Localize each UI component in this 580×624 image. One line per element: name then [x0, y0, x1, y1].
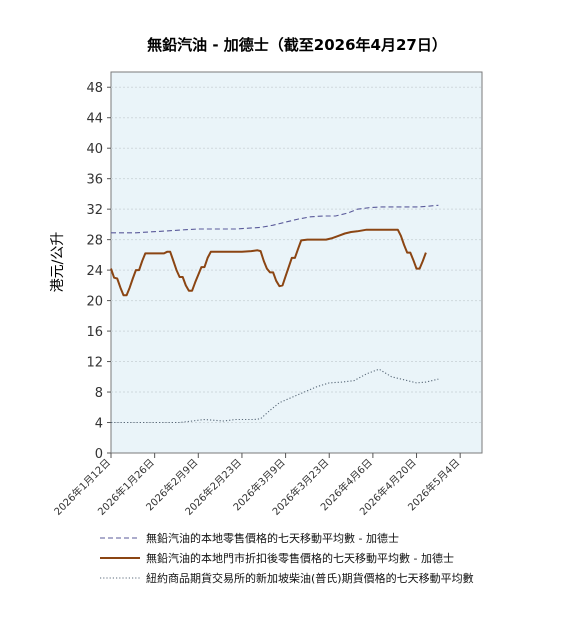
legend: 無鉛汽油的本地零售價格的七天移動平均數 - 加德士無鉛汽油的本地門市折扣後零售價… — [100, 531, 474, 585]
series-line-2 — [110, 228, 427, 297]
y-tick-label: 40 — [86, 142, 103, 157]
y-tick-label: 32 — [86, 203, 103, 218]
legend-label-1: 無鉛汽油的本地零售價格的七天移動平均數 - 加德士 — [146, 531, 399, 545]
y-tick-label: 24 — [86, 264, 103, 279]
y-tick-label: 12 — [86, 356, 103, 371]
plot-area — [110, 71, 483, 454]
legend-label-3: 紐約商品期貨交易所的新加坡柴油(普氏)期貨價格的七天移動平均數 — [146, 571, 474, 585]
y-tick-label: 36 — [86, 173, 103, 188]
y-tick-label: 28 — [86, 234, 103, 249]
y-tick-label: 8 — [95, 386, 103, 401]
y-tick-label: 0 — [95, 447, 103, 462]
y-tick-label: 48 — [86, 81, 103, 96]
y-tick-label: 20 — [86, 295, 103, 310]
y-tick-label: 4 — [95, 417, 103, 432]
legend-label-2: 無鉛汽油的本地門市折扣後零售價格的七天移動平均數 - 加德士 — [146, 551, 454, 565]
x-axis-ticks: 2026年1月12日2026年1月26日2026年2月9日2026年2月23日2… — [51, 453, 462, 518]
series-lines — [110, 204, 439, 424]
series-line-3 — [111, 368, 439, 424]
series-line-1 — [111, 204, 439, 234]
y-tick-label: 44 — [86, 112, 103, 127]
y-tick-label: 16 — [86, 325, 103, 340]
y-axis-label: 港元/公升 — [50, 232, 66, 293]
chart-title: 無鉛汽油 - 加德士（截至2026年4月27日） — [147, 36, 447, 54]
